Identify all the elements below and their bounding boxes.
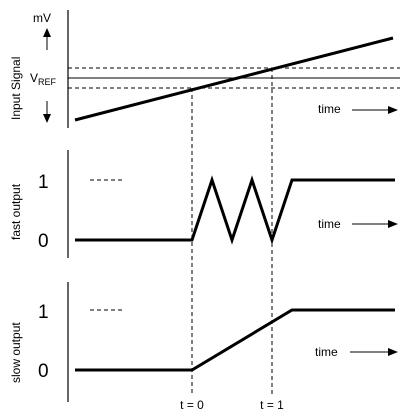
time-arrow-icon xyxy=(352,220,398,228)
unit-label-mv: mV xyxy=(33,11,51,25)
input-signal-ramp xyxy=(74,36,394,122)
t0-label: t = 0 xyxy=(180,398,204,412)
slow-output-axis-label: slow output xyxy=(9,322,23,383)
input-signal-axis-label: Input Signal xyxy=(9,57,23,120)
fast-output-waveform xyxy=(75,175,395,245)
vref-label: VREF xyxy=(30,71,57,87)
slow-output-panel: slow output 1 0 time xyxy=(9,282,398,402)
input-time-label: time xyxy=(318,102,341,116)
slow-level-0: 0 xyxy=(38,361,49,382)
input-signal-panel: mV Input Signal VREF time xyxy=(9,10,400,128)
time-markers: t = 0 t = 1 xyxy=(180,68,284,412)
slow-level-1: 1 xyxy=(38,302,49,323)
fast-output-panel: fast output 1 0 time xyxy=(9,150,398,258)
slow-time-label: time xyxy=(315,345,338,359)
fast-level-0: 0 xyxy=(38,231,49,252)
down-arrow-icon xyxy=(43,101,51,123)
t1-label: t = 1 xyxy=(260,398,284,412)
fast-time-label: time xyxy=(318,217,341,231)
fast-level-1: 1 xyxy=(38,172,49,193)
time-arrow-icon xyxy=(350,348,398,356)
fast-output-axis-label: fast output xyxy=(9,183,23,240)
time-arrow-icon xyxy=(352,106,398,114)
up-arrow-icon xyxy=(43,28,51,50)
slow-output-waveform xyxy=(75,308,395,372)
